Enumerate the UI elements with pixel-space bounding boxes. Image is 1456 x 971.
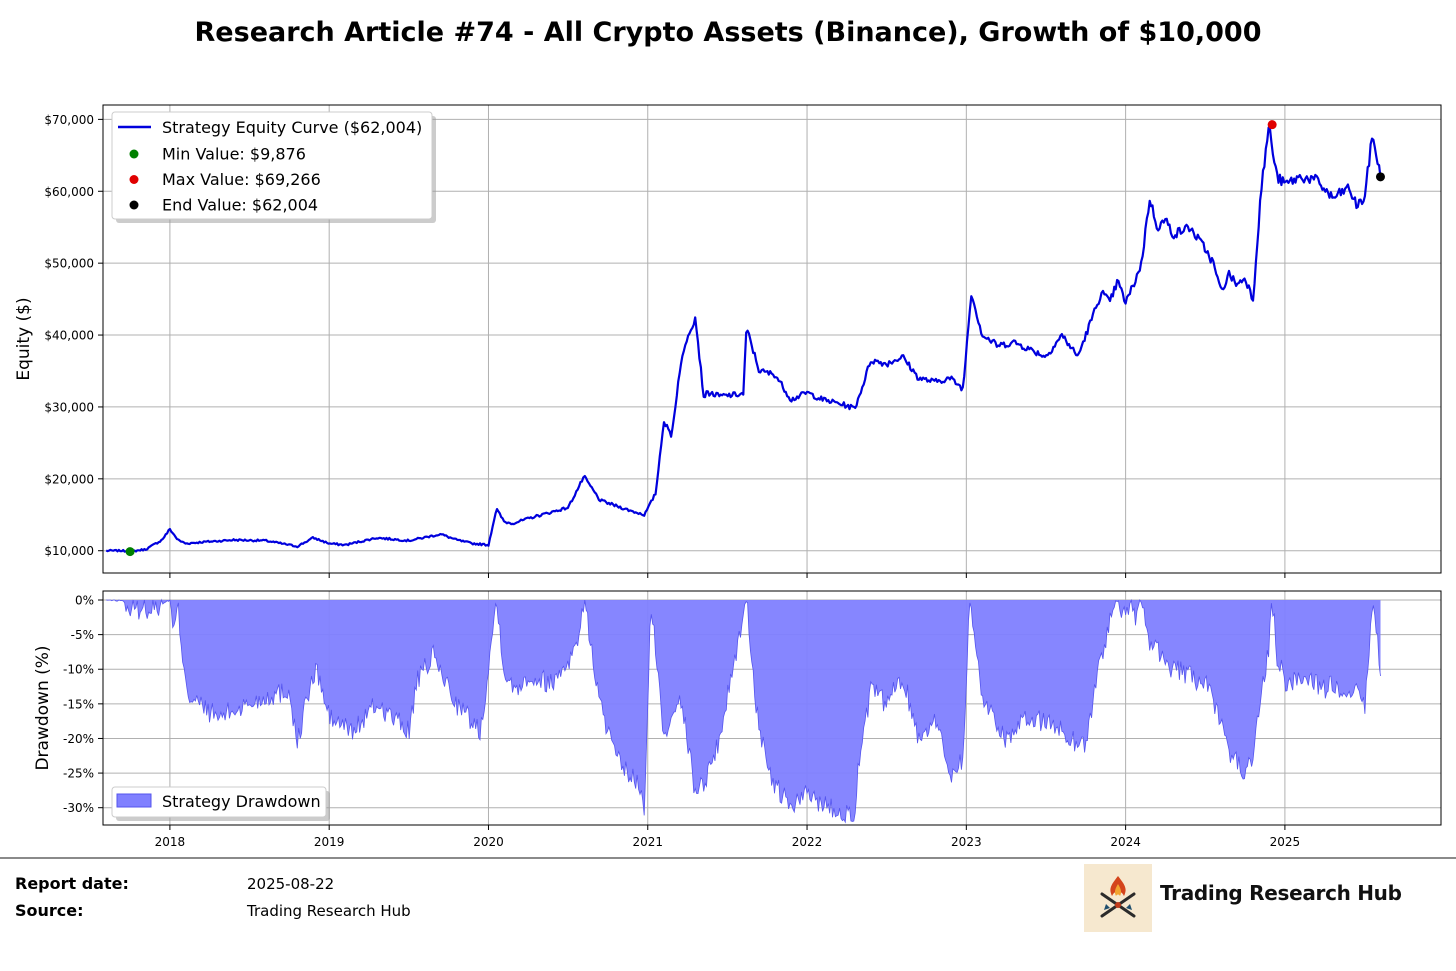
- y-tick-label: -25%: [63, 767, 94, 781]
- drawdown-edge-line: [106, 598, 1381, 824]
- brand-logo-icon: [1084, 864, 1152, 932]
- legend-label: Min Value: $9,876: [162, 145, 306, 164]
- y-tick-label: $70,000: [44, 113, 94, 127]
- drawdown-area: [106, 600, 1381, 823]
- y-axis-label: Drawdown (%): [33, 645, 53, 770]
- y-tick-label: $40,000: [44, 329, 94, 343]
- x-tick-label: 2025: [1270, 835, 1301, 849]
- legend-label: Strategy Equity Curve ($62,004): [162, 118, 422, 137]
- x-tick-label: 2018: [155, 835, 186, 849]
- brand-name: Trading Research Hub: [1160, 881, 1402, 905]
- equity-curve-line: [105, 126, 1382, 554]
- x-tick-label: 2024: [1110, 835, 1141, 849]
- legend-box: [111, 111, 433, 220]
- y-tick-label: -5%: [71, 628, 94, 642]
- y-tick-label: $30,000: [44, 400, 94, 414]
- y-tick-label: $20,000: [44, 472, 94, 486]
- y-tick-label: $50,000: [44, 257, 94, 271]
- report-date-label: Report date:: [15, 874, 129, 893]
- legend: Strategy Equity Curve ($62,004) Min Value…: [111, 111, 436, 223]
- y-tick-label: -20%: [63, 732, 94, 746]
- chart-figure: Research Article #74 - All Crypto Assets…: [14, 17, 1442, 849]
- y-tick-label: -10%: [63, 663, 94, 677]
- legend-label: End Value: $62,004: [162, 196, 318, 215]
- y-tick-label: $60,000: [44, 185, 94, 199]
- legend-label: Max Value: $69,266: [162, 170, 321, 189]
- marker-point: [125, 547, 135, 557]
- plot-frame: [102, 590, 1442, 826]
- y-tick-label: 0%: [75, 594, 94, 608]
- equity-panel: $10,000 $20,000 $30,000 $40,000 $50,000 $60,0…: [14, 104, 1442, 578]
- x-tick-label: 2019: [314, 835, 345, 849]
- legend-label: Strategy Drawdown: [162, 792, 321, 811]
- legend-marker-swatch: [129, 175, 139, 184]
- footer-divider: [0, 857, 1456, 859]
- legend-marker-swatch: [129, 149, 139, 159]
- x-tick-label: 2021: [632, 835, 663, 849]
- chart-title: Research Article #74 - All Crypto Assets…: [195, 17, 1262, 48]
- legend-marker-swatch: [129, 200, 139, 210]
- legend-box: [111, 786, 327, 818]
- y-axis-label: Equity ($): [14, 297, 34, 380]
- source-label: Source:: [15, 901, 84, 920]
- x-tick-label: 2020: [473, 835, 504, 849]
- x-tick-label: 2022: [792, 835, 823, 849]
- x-tick-label: 2023: [951, 835, 982, 849]
- legend-area-swatch: [116, 793, 152, 808]
- marker-point: [1267, 120, 1277, 130]
- plot-frame: [102, 104, 1442, 574]
- drawdown-panel: 2018 2019 2020 2021 2022 2023 2024 2025 0% -5% -10…: [33, 590, 1442, 849]
- source-value: Trading Research Hub: [247, 902, 411, 920]
- marker-point: [1375, 172, 1385, 182]
- legend: Strategy Drawdown: [111, 786, 330, 821]
- y-tick-label: -15%: [63, 697, 94, 711]
- report-date-value: 2025-08-22: [247, 875, 335, 893]
- y-tick-label: -30%: [63, 801, 94, 815]
- y-tick-label: $10,000: [44, 544, 94, 558]
